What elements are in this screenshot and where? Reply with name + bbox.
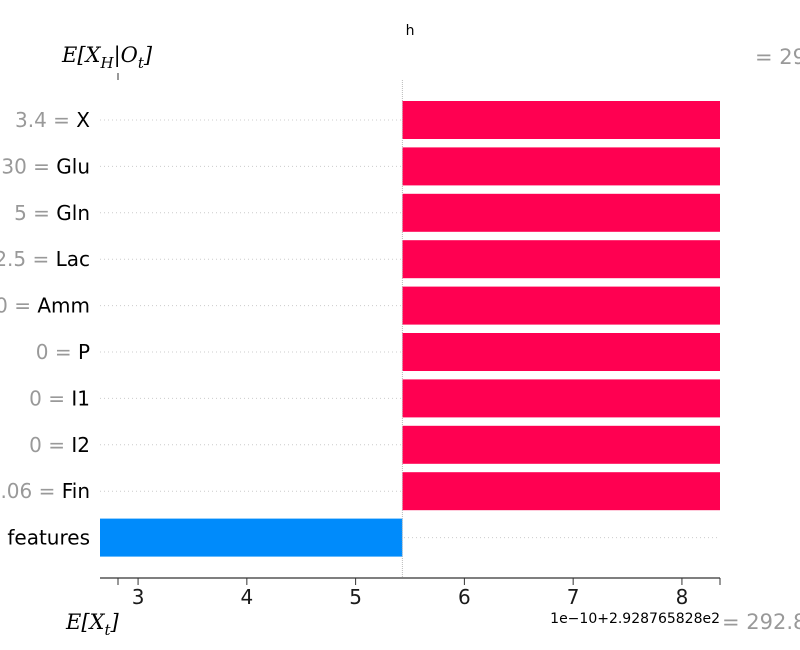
- bar-amm: [402, 286, 720, 325]
- feature-value: 2.5 =: [0, 247, 56, 271]
- feature-name: P: [78, 340, 90, 364]
- feature-value: 5 =: [14, 201, 56, 225]
- x-tick-label: 5: [349, 585, 362, 609]
- bar-fin: [402, 472, 720, 511]
- base-value-label: = 292.8: [722, 610, 800, 634]
- bar-x: [402, 101, 720, 139]
- feature-label-lac: 2.5 = Lac: [0, 247, 90, 271]
- feature-label-gln: 5 = Gln: [14, 201, 90, 225]
- x-tick-label: 3: [132, 585, 145, 609]
- feature-label-features: features: [7, 526, 90, 550]
- x-tick-label: 8: [676, 585, 689, 609]
- feature-name: Gln: [56, 201, 90, 225]
- feature-label-glu: 30 = Glu: [1, 154, 90, 178]
- x-tick-label: 4: [240, 585, 253, 609]
- feature-value: 3.4 =: [15, 108, 76, 132]
- feature-label-fin: .06 = Fin: [0, 479, 90, 503]
- feature-value: 0 =: [36, 340, 78, 364]
- feature-value: 0 =: [29, 433, 71, 457]
- bar-i2: [402, 425, 720, 464]
- feature-name: features: [7, 526, 90, 550]
- bar-lac: [402, 240, 720, 279]
- feature-label-x: 3.4 = X: [15, 108, 90, 132]
- feature-name: Glu: [56, 154, 90, 178]
- feature-label-i2: 0 = I2: [29, 433, 90, 457]
- feature-label-i1: 0 = I1: [29, 386, 90, 410]
- axis-offset-label: 1e−10+2.928765828e2: [550, 611, 720, 627]
- feature-value: .06 =: [0, 479, 61, 503]
- feature-name: X: [76, 108, 90, 132]
- top-axis-label: E[XH|Ot]: [61, 43, 153, 72]
- bottom-axis-label: E[Xt]: [65, 610, 120, 639]
- bar-gln: [402, 193, 720, 232]
- feature-name: I2: [71, 433, 90, 457]
- chart-title: h: [406, 23, 415, 39]
- feature-label-amm: 0 = Amm: [0, 294, 90, 318]
- feature-value: 0 =: [29, 386, 71, 410]
- x-axis-ticks: 3 4 5 6 7 8: [117, 578, 721, 609]
- feature-label-p: 0 = P: [36, 340, 90, 364]
- bar-glu: [402, 147, 720, 186]
- final-value-label: = 29: [755, 45, 800, 69]
- svg-text:E[XH|Ot]: E[XH|Ot]: [61, 43, 153, 72]
- svg-text:E[Xt]: E[Xt]: [65, 610, 120, 639]
- bar-features: [100, 518, 403, 557]
- feature-value: 30 =: [1, 154, 56, 178]
- bar-p: [402, 333, 720, 371]
- x-tick-label: 7: [567, 585, 580, 609]
- feature-name: Fin: [62, 479, 90, 503]
- feature-name: Lac: [56, 247, 90, 271]
- feature-name: Amm: [37, 294, 90, 318]
- bar-i1: [402, 379, 720, 418]
- feature-value: 0 =: [0, 294, 37, 318]
- x-tick-label: 6: [458, 585, 471, 609]
- feature-name: I1: [71, 386, 90, 410]
